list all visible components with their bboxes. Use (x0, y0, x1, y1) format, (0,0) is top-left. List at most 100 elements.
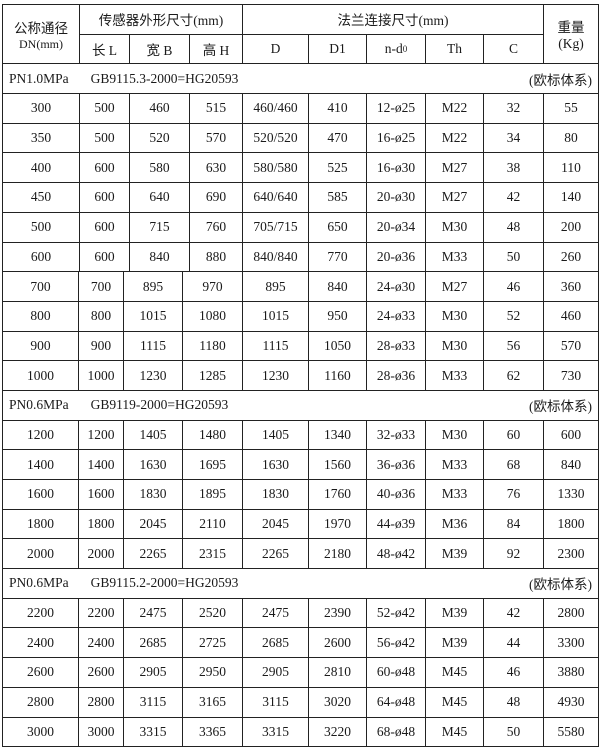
table-cell: 60-ø48 (367, 658, 426, 688)
table-cell: 410 (309, 94, 367, 124)
table-cell: 2950 (183, 658, 243, 688)
table-cell: M45 (426, 717, 484, 748)
table-cell: 600 (80, 183, 130, 213)
table-cell: 460 (130, 94, 190, 124)
table-row: 2400 2400 2685 2725 2685 2600 56-ø42 M39 44 3300 (3, 628, 599, 659)
table-row: 2200 2200 2475 2520 2475 2390 52-ø42 M39 42 2800 (3, 598, 599, 629)
flange-standard: GB9119-2000=HG20593 (90, 397, 229, 413)
table-cell: M22 (426, 94, 484, 124)
table-cell: 700 (79, 272, 124, 302)
table-cell: 56-ø42 (367, 628, 426, 659)
table-cell: 3115 (243, 687, 309, 718)
section-label: PN0.6MPa GB9119-2000=HG20593 (欧标体系) (3, 390, 599, 421)
table-cell: 2685 (124, 628, 183, 659)
table-cell: 1405 (243, 420, 309, 451)
table-cell: 1630 (243, 450, 309, 481)
flange-standard: GB9115.3-2000=HG20593 (90, 70, 239, 86)
table-cell: 42 (484, 183, 544, 213)
table-cell: 630 (190, 153, 243, 184)
table-cell: 1015 (243, 301, 309, 332)
table-cell: 2400 (3, 628, 79, 659)
table-cell: 970 (183, 272, 243, 302)
table-cell: M30 (426, 331, 484, 362)
table-cell: M22 (426, 123, 484, 154)
table-cell: 500 (80, 123, 130, 154)
table-cell: 2475 (124, 598, 183, 629)
table-cell: 880 (190, 242, 243, 273)
table-cell: 520/520 (243, 123, 309, 154)
table-cell: 3220 (309, 717, 367, 748)
table-cell: 895 (124, 272, 183, 302)
table-row: 1000 1000 1230 1285 1230 1160 28-ø36 M33 62 730 (3, 361, 599, 391)
table-row: 900 900 1115 1180 1115 1050 28-ø33 M30 56 570 (3, 331, 599, 362)
table-cell: 2200 (3, 598, 79, 629)
standard-system: (欧标体系) (529, 72, 592, 88)
table-cell: 705/715 (243, 212, 309, 243)
table-cell: 1340 (309, 420, 367, 451)
table-row: 1400 1400 1630 1695 1630 1560 36-ø36 M33 68 840 (3, 450, 599, 481)
table-cell: 3880 (544, 658, 599, 688)
section-row: PN0.6MPa GB9115.2-2000=HG20593 (欧标体系) (3, 569, 599, 599)
table-cell: 470 (309, 123, 367, 154)
table-cell: 68 (484, 450, 544, 481)
table-cell: 4930 (544, 687, 599, 718)
table-cell: 24-ø30 (367, 272, 426, 302)
table-cell: 42 (484, 598, 544, 629)
table-cell: 1050 (309, 331, 367, 362)
table-cell: 1830 (243, 480, 309, 510)
table-cell: 650 (309, 212, 367, 243)
table-cell: 760 (190, 212, 243, 243)
table-cell: 800 (3, 301, 79, 332)
table-cell: 28-ø36 (367, 361, 426, 391)
table-cell: 2600 (79, 658, 124, 688)
table-row: 700 700 895 970 895 840 24-ø30 M27 46 360 (3, 272, 599, 302)
table-cell: 2725 (183, 628, 243, 659)
col-width: 宽 B (130, 34, 190, 65)
table-cell: 2905 (124, 658, 183, 688)
table-cell: 50 (484, 242, 544, 273)
weight-header: 重量 (Kg) (544, 5, 599, 65)
table-cell: 1160 (309, 361, 367, 391)
table-cell: 1630 (124, 450, 183, 481)
table-cell: 800 (79, 301, 124, 332)
table-cell: 2475 (243, 598, 309, 629)
table-row: 3000 3000 3315 3365 3315 3220 68-ø48 M45 50 5580 (3, 717, 599, 748)
table-cell: 44 (484, 628, 544, 659)
table-cell: 80 (544, 123, 599, 154)
table-cell: 62 (484, 361, 544, 391)
table-cell: 1480 (183, 420, 243, 451)
table-cell: 1230 (124, 361, 183, 391)
table-cell: 520 (130, 123, 190, 154)
table-cell: M30 (426, 420, 484, 451)
pressure-rating: PN1.0MPa (9, 70, 69, 86)
table-cell: 715 (130, 212, 190, 243)
table-cell: 40-ø36 (367, 480, 426, 510)
table-cell: 570 (190, 123, 243, 154)
table-cell: 950 (309, 301, 367, 332)
table-cell: 2180 (309, 539, 367, 570)
table-cell: 600 (80, 242, 130, 273)
table-cell: M33 (426, 361, 484, 391)
section-label: PN0.6MPa GB9115.2-2000=HG20593 (欧标体系) (3, 569, 599, 599)
table-cell: 2600 (309, 628, 367, 659)
table-cell: 840 (309, 272, 367, 302)
table-cell: 1400 (79, 450, 124, 481)
section-row: PN1.0MPa GB9115.3-2000=HG20593 (欧标体系) (3, 64, 599, 95)
table-cell: M27 (426, 272, 484, 302)
table-cell: 3115 (124, 687, 183, 718)
table-cell: 900 (79, 331, 124, 362)
table-cell: 700 (3, 272, 79, 302)
table-cell: M36 (426, 509, 484, 540)
table-cell: M33 (426, 450, 484, 481)
table-cell: 515 (190, 94, 243, 124)
table-cell: 840 (130, 242, 190, 273)
table-cell: 2810 (309, 658, 367, 688)
table-cell: 110 (544, 153, 599, 184)
flange-standard: GB9115.2-2000=HG20593 (90, 575, 239, 591)
table-cell: 3020 (309, 687, 367, 718)
table-cell: 2000 (3, 539, 79, 570)
table-cell: 2685 (243, 628, 309, 659)
col-d1: D1 (309, 34, 367, 65)
table-cell: M45 (426, 658, 484, 688)
table-cell: 3000 (3, 717, 79, 748)
